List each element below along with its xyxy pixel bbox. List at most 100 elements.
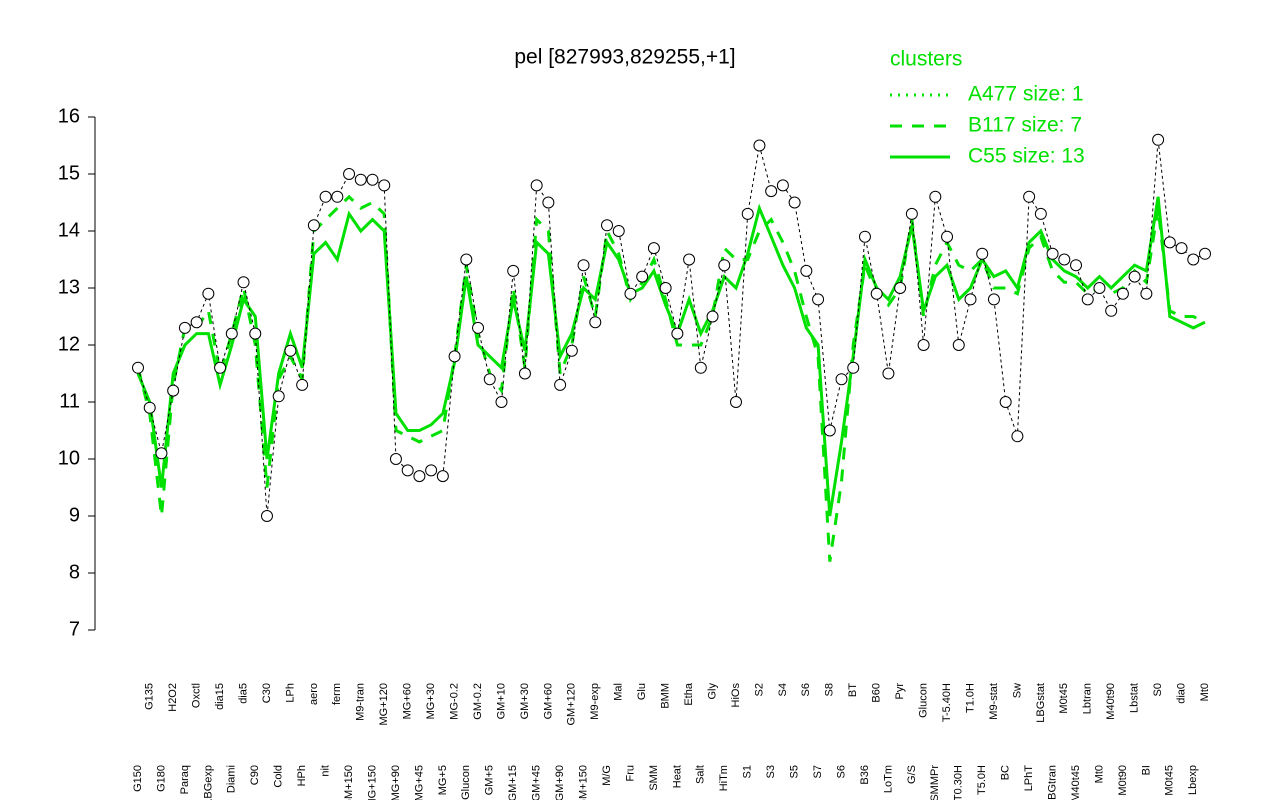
data-point bbox=[307, 219, 320, 232]
y-tick-label: 15 bbox=[58, 162, 80, 184]
data-point bbox=[706, 310, 719, 323]
data-point bbox=[296, 378, 309, 391]
x-tick-label: LPhT bbox=[1023, 765, 1035, 792]
x-tick-label: M9-tran bbox=[355, 683, 367, 721]
data-point bbox=[683, 253, 696, 266]
data-point bbox=[249, 327, 262, 340]
data-point bbox=[565, 344, 578, 357]
data-point bbox=[495, 396, 508, 408]
data-point bbox=[460, 253, 473, 266]
legend-label: C55 size: 13 bbox=[968, 145, 1085, 168]
x-tick-label: M9-exp bbox=[589, 683, 601, 720]
x-tick-label: LBGexp bbox=[202, 765, 214, 800]
x-tick-label: MG+5 bbox=[437, 765, 449, 795]
x-tick-label: BI bbox=[1140, 765, 1152, 775]
x-tick-label: GM+10 bbox=[495, 683, 507, 719]
x-tick-label: SMM bbox=[648, 765, 660, 791]
x-tick-label: B60 bbox=[871, 683, 883, 703]
data-point bbox=[729, 396, 742, 408]
data-point bbox=[472, 321, 485, 334]
x-tick-label: HiOs bbox=[730, 683, 742, 708]
y-tick-label: 13 bbox=[58, 276, 80, 298]
data-point bbox=[659, 282, 672, 294]
data-point bbox=[952, 339, 965, 351]
x-tick-label: Lbstat bbox=[1129, 683, 1141, 713]
data-point bbox=[753, 139, 766, 152]
x-tick-label: T-5.40H bbox=[941, 683, 953, 722]
data-point bbox=[1140, 287, 1153, 300]
x-tick-label: GM+45 bbox=[531, 765, 543, 800]
x-tick-label: MG-0.2 bbox=[448, 683, 460, 720]
data-point bbox=[917, 339, 930, 351]
x-tick-label: T0.30H bbox=[953, 765, 965, 800]
data-point bbox=[401, 464, 414, 477]
data-point bbox=[929, 190, 942, 203]
x-tick-label: LPh bbox=[284, 683, 296, 703]
x-tick-label: GM+15 bbox=[507, 765, 519, 800]
data-point bbox=[260, 510, 273, 522]
data-point bbox=[378, 179, 391, 192]
cluster-line bbox=[136, 196, 1206, 517]
x-tick-label: Sw bbox=[1011, 683, 1023, 698]
x-tick-label: S1 bbox=[742, 765, 754, 778]
x-tick-label: C30 bbox=[261, 683, 273, 703]
data-point bbox=[284, 344, 297, 357]
x-tick-label: MG+45 bbox=[413, 765, 425, 800]
y-tick-label: 11 bbox=[59, 390, 80, 412]
data-point bbox=[589, 316, 602, 329]
x-tick-label: MG+150 bbox=[366, 765, 378, 800]
data-point bbox=[1058, 253, 1071, 266]
data-point bbox=[964, 293, 977, 306]
x-tick-label: ferm bbox=[331, 683, 343, 705]
x-tick-label: GM+30 bbox=[519, 683, 531, 719]
x-tick-label: BT bbox=[847, 683, 859, 697]
cluster-line bbox=[136, 194, 1206, 562]
x-tick-label: LBGtran bbox=[1046, 765, 1058, 800]
data-point bbox=[425, 464, 438, 477]
data-point bbox=[225, 327, 238, 340]
data-point bbox=[694, 361, 707, 374]
data-point bbox=[870, 287, 883, 300]
x-tick-label: MG+120 bbox=[378, 683, 390, 726]
x-tick-label: nit bbox=[320, 765, 332, 777]
y-tick-label: 12 bbox=[58, 333, 80, 355]
x-tick-label: T5.0H bbox=[976, 765, 988, 795]
x-tick-label: M40t90 bbox=[1105, 683, 1117, 720]
data-point bbox=[1011, 430, 1024, 443]
data-point bbox=[190, 316, 203, 329]
data-point bbox=[237, 276, 250, 289]
x-tick-label: GM+150 bbox=[343, 765, 355, 800]
data-point bbox=[835, 373, 848, 386]
x-tick-label: HPh bbox=[296, 765, 308, 786]
data-point bbox=[343, 168, 356, 180]
data-point bbox=[577, 259, 590, 272]
data-point bbox=[636, 270, 649, 283]
data-point bbox=[1046, 247, 1059, 260]
x-tick-label: Cold bbox=[273, 765, 285, 788]
data-point bbox=[1199, 247, 1211, 260]
data-point bbox=[612, 225, 625, 237]
x-tick-label: G/S bbox=[906, 765, 918, 784]
x-tick-label: Fru bbox=[624, 765, 636, 782]
data-point bbox=[1023, 190, 1036, 203]
x-tick-label: B36 bbox=[859, 765, 871, 785]
data-point bbox=[1187, 253, 1200, 266]
x-tick-label: HiTm bbox=[718, 765, 730, 791]
x-tick-label: Glucon bbox=[917, 683, 929, 718]
data-point bbox=[554, 378, 567, 391]
data-point bbox=[413, 470, 426, 483]
x-tick-label: Heat bbox=[671, 765, 683, 788]
data-point bbox=[178, 321, 191, 334]
legend-title: clusters bbox=[890, 48, 962, 71]
x-tick-label: MG+90 bbox=[390, 765, 402, 800]
x-tick-label: MG+60 bbox=[402, 683, 414, 719]
x-tick-label: Lbexp bbox=[1187, 765, 1199, 795]
data-point bbox=[776, 179, 789, 192]
y-tick-label: 16 bbox=[58, 105, 80, 127]
data-point bbox=[788, 196, 801, 209]
x-tick-label: GM+150 bbox=[577, 765, 589, 800]
y-tick-label: 8 bbox=[69, 561, 80, 583]
data-point bbox=[1105, 304, 1118, 317]
data-point bbox=[941, 230, 954, 243]
